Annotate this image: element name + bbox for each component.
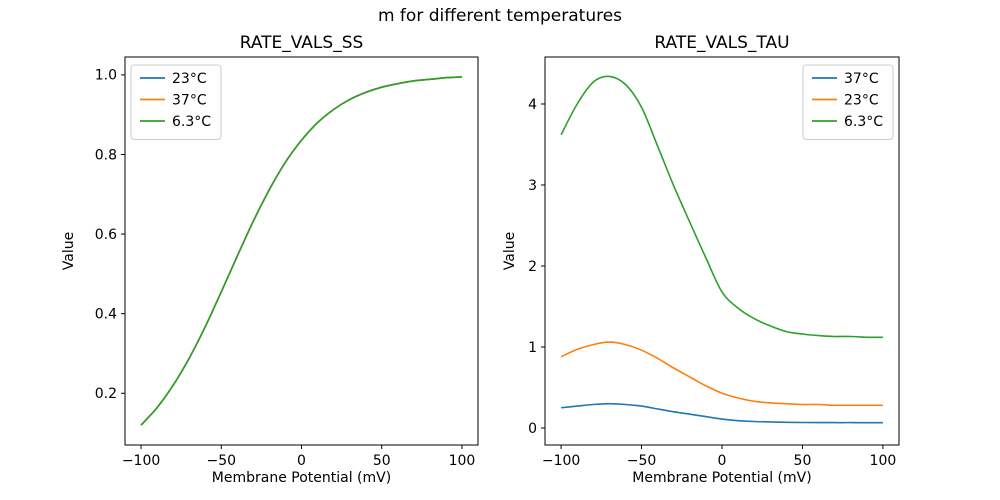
subplot-title: RATE_VALS_SS — [240, 33, 364, 53]
x-axis-ticks: −100 −50 0 50 100 — [542, 445, 896, 469]
legend-label: 23°C — [844, 93, 879, 109]
y-axis-label: Value — [502, 232, 518, 270]
svg-text:2: 2 — [528, 259, 537, 275]
svg-text:0.6: 0.6 — [95, 227, 117, 243]
svg-text:−50: −50 — [627, 453, 657, 469]
svg-text:50: 50 — [794, 453, 812, 469]
legend-label: 6.3°C — [844, 114, 883, 130]
legend-label: 37°C — [172, 93, 207, 109]
curve-6.3°C — [560, 75, 883, 339]
svg-text:0: 0 — [718, 453, 727, 469]
x-axis-ticks: −100 −50 0 50 100 — [122, 445, 476, 469]
subplot-title: RATE_VALS_TAU — [654, 33, 789, 53]
svg-text:50: 50 — [373, 453, 391, 469]
svg-text:−50: −50 — [206, 453, 236, 469]
svg-text:100: 100 — [870, 453, 897, 469]
curve-6.3°C — [140, 76, 463, 426]
svg-text:0: 0 — [528, 421, 537, 437]
svg-text:0.2: 0.2 — [95, 386, 117, 402]
svg-text:0: 0 — [297, 453, 306, 469]
x-axis-label: Membrane Potential (mV) — [212, 470, 391, 486]
svg-text:4: 4 — [528, 97, 537, 113]
legend-label: 23°C — [172, 71, 207, 87]
svg-text:1.0: 1.0 — [95, 68, 117, 84]
curve-23°C — [560, 341, 883, 407]
y-axis-ticks: 0.2 0.4 0.6 0.8 1.0 — [95, 68, 125, 402]
subplot-tau: −100 −50 0 50 100 0 1 2 3 4 RATE_VALS_TAU Membrane … — [502, 33, 900, 486]
svg-text:3: 3 — [528, 178, 537, 194]
subplot-ss: −100 −50 0 50 100 0.2 0.4 0.6 0.8 1.0 RATE_VALS_SS… — [61, 33, 479, 486]
legend: 23°C 37°C 6.3°C — [130, 64, 222, 140]
svg-text:0.4: 0.4 — [95, 306, 117, 322]
figure-title: m for different temperatures — [377, 6, 623, 26]
legend: 37°C 23°C 6.3°C — [802, 64, 894, 140]
svg-text:0.8: 0.8 — [95, 147, 117, 163]
legend-label: 6.3°C — [172, 114, 211, 130]
svg-text:100: 100 — [449, 453, 476, 469]
y-axis-ticks: 0 1 2 3 4 — [528, 97, 545, 437]
curve-37°C — [561, 402, 883, 424]
y-axis-label: Value — [61, 232, 77, 270]
svg-text:−100: −100 — [122, 453, 160, 469]
svg-text:1: 1 — [528, 340, 537, 356]
legend-label: 37°C — [844, 71, 879, 87]
svg-text:−100: −100 — [542, 453, 580, 469]
x-axis-label: Membrane Potential (mV) — [632, 470, 811, 486]
